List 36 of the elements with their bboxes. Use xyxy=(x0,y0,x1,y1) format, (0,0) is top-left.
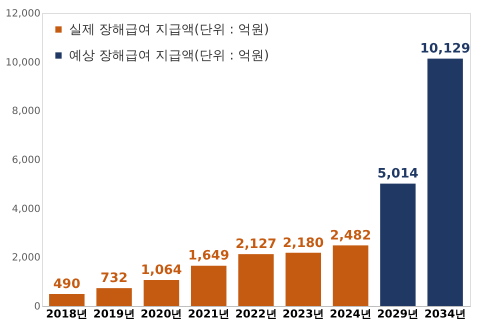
bar xyxy=(286,252,322,306)
x-tick-label: 2034년 xyxy=(424,308,466,320)
bar xyxy=(190,266,226,306)
bar xyxy=(427,58,463,306)
y-tick-label: 0 xyxy=(34,302,40,312)
x-tick-label: 2018년 xyxy=(46,308,88,320)
y-tick-label: 8,000 xyxy=(12,106,40,118)
x-tick-label: 2019년 xyxy=(93,308,135,320)
bar xyxy=(49,294,85,306)
text: 1,064 xyxy=(140,263,182,278)
y-tick-label: 10,000 xyxy=(6,57,40,68)
bar xyxy=(380,184,416,306)
text: 10,129 xyxy=(420,42,470,57)
x-tick-label: 2021년 xyxy=(188,308,230,320)
y-tick-label: 2,000 xyxy=(12,252,40,264)
bar xyxy=(238,254,274,306)
text: 490 xyxy=(53,277,80,292)
x-tick-label: 2029년 xyxy=(377,308,419,320)
text: 5,014 xyxy=(377,166,418,182)
legend-label: 예상 장해급여 지급액(단위 : 억원) xyxy=(69,48,270,64)
x-tick-label: 2024년 xyxy=(330,308,372,320)
text: 2,180 xyxy=(282,236,324,251)
text: 732 xyxy=(100,271,128,286)
bar xyxy=(144,280,180,306)
y-tick-label: 6,000 xyxy=(12,155,40,166)
x-tick-label: 2022년 xyxy=(235,308,277,320)
y-tick-label: 4,000 xyxy=(12,204,40,215)
text: 1,649 xyxy=(188,248,230,264)
legend-label: 실제 장해급여 지급액(단위 : 억원) xyxy=(69,22,270,38)
text: 2,127 xyxy=(235,237,277,252)
x-tick-label: 2020년 xyxy=(140,308,182,320)
x-tick-label: 2023년 xyxy=(282,308,324,320)
bar xyxy=(96,288,132,306)
y-tick-label: 12,000 xyxy=(6,8,40,20)
bar xyxy=(332,245,368,306)
text: 2,482 xyxy=(330,228,372,244)
